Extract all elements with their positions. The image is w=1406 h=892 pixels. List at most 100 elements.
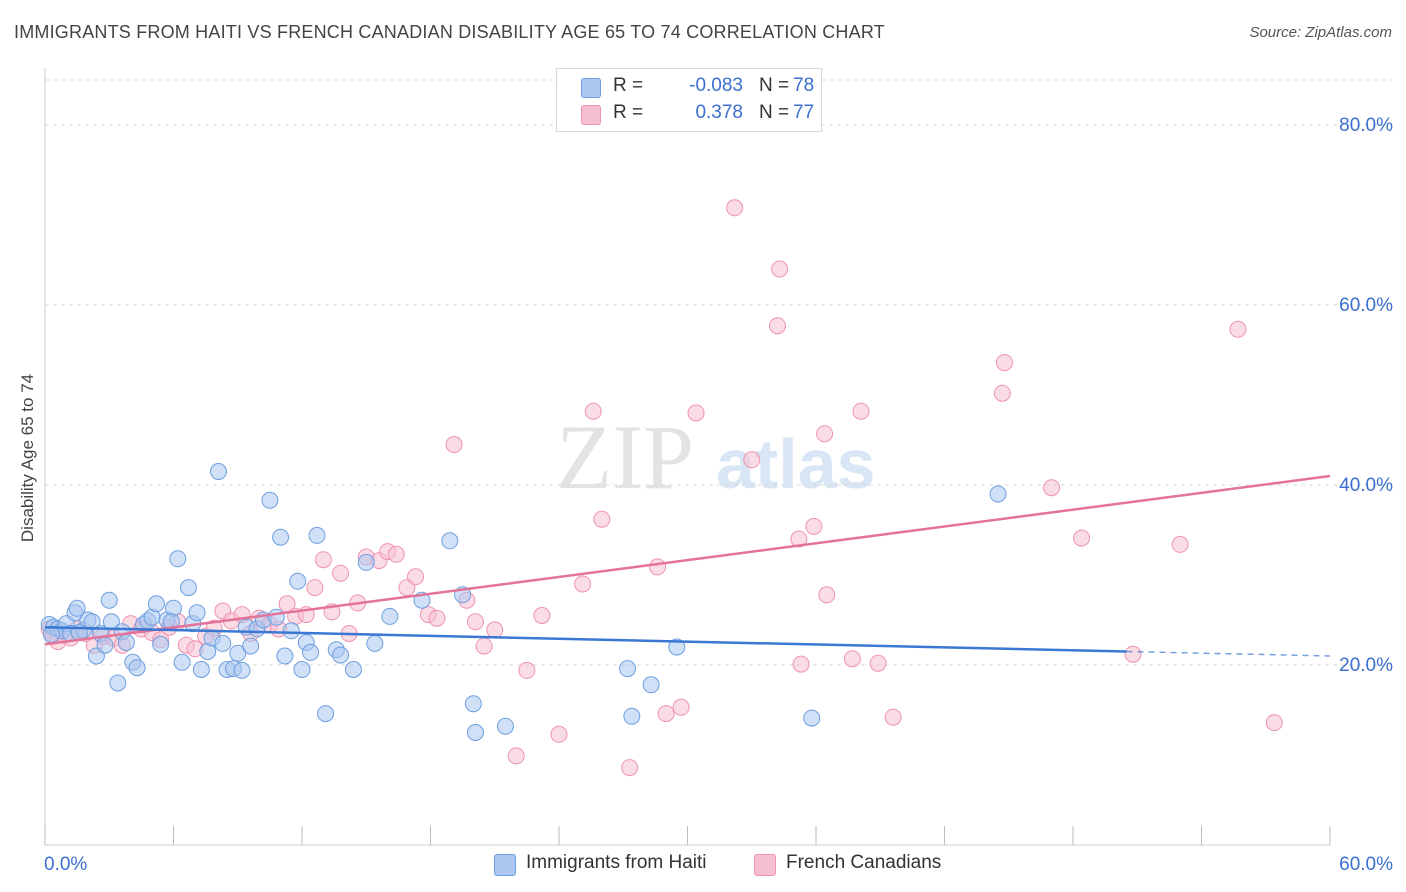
french-point xyxy=(332,564,350,582)
haiti-point xyxy=(289,572,307,590)
french-point xyxy=(743,451,761,469)
french-point xyxy=(995,354,1013,372)
french-point xyxy=(314,551,332,569)
french-point xyxy=(843,650,861,668)
haiti-trend-line xyxy=(44,625,1127,653)
haiti-point xyxy=(496,717,514,735)
haiti-point xyxy=(209,463,227,480)
haiti-point xyxy=(242,637,260,655)
haiti-point xyxy=(282,622,300,640)
french-point xyxy=(657,705,675,723)
french-point xyxy=(574,575,592,593)
r-label: R = xyxy=(613,102,644,123)
french-point xyxy=(621,759,639,777)
french-point xyxy=(507,747,525,765)
french-point xyxy=(771,260,789,278)
haiti-point xyxy=(192,661,210,678)
r-label: R = xyxy=(613,75,644,96)
y-tick-label: 80.0% xyxy=(1339,115,1393,136)
haiti-trend-extension xyxy=(1126,650,1331,657)
haiti-point xyxy=(109,674,127,692)
french-point xyxy=(852,402,870,420)
haiti-point xyxy=(989,485,1007,503)
y-tick-label: 20.0% xyxy=(1339,655,1393,676)
haiti-point xyxy=(466,724,484,741)
haiti-point xyxy=(42,625,60,643)
french-point xyxy=(792,655,810,673)
french-swatch xyxy=(754,854,776,876)
french-point xyxy=(445,436,463,453)
french-point xyxy=(805,517,823,535)
haiti-point xyxy=(68,599,86,617)
haiti-swatch xyxy=(581,78,601,98)
haiti-point xyxy=(308,526,326,544)
grid-lines xyxy=(45,79,1392,666)
french-point xyxy=(1171,535,1189,553)
source-credit: Source: ZipAtlas.com xyxy=(1249,24,1392,41)
haiti-point xyxy=(179,579,197,597)
haiti-point xyxy=(169,550,187,568)
haiti-point xyxy=(381,607,399,625)
french-r-value: 0.378 xyxy=(695,102,743,123)
french-point xyxy=(518,661,536,679)
french-point xyxy=(993,384,1011,402)
french-point xyxy=(884,708,902,726)
french-point xyxy=(726,199,744,217)
correlation-legend: R = -0.083 N = 78 R = 0.378 N = 77 xyxy=(556,68,822,132)
french-point xyxy=(818,586,836,604)
french-n-value: 77 xyxy=(793,102,815,123)
haiti-r-value: -0.083 xyxy=(689,75,743,96)
french-point xyxy=(306,579,324,597)
n-label: N = xyxy=(759,102,790,123)
x-tick-label-max: 60.0% xyxy=(1339,854,1393,875)
haiti-point xyxy=(267,608,285,626)
haiti-point xyxy=(100,591,118,609)
haiti-point xyxy=(344,661,362,678)
french-point xyxy=(466,613,484,631)
haiti-point xyxy=(229,644,247,662)
watermark-atlas: atlas xyxy=(716,425,876,503)
haiti-point xyxy=(332,646,350,664)
haiti-point xyxy=(642,676,660,694)
haiti-point xyxy=(117,634,135,651)
axes xyxy=(44,68,1331,846)
y-tick-label: 60.0% xyxy=(1339,295,1393,316)
french-point xyxy=(550,725,568,743)
haiti-point xyxy=(623,707,641,725)
y-tick-label: 40.0% xyxy=(1339,475,1393,496)
haiti-point xyxy=(668,638,686,656)
zipatlas-watermark: ZIP atlas xyxy=(556,406,876,508)
french-point xyxy=(486,621,504,639)
french-point xyxy=(1043,479,1061,497)
french-point xyxy=(593,510,611,528)
french-swatch xyxy=(581,105,601,125)
french-point xyxy=(475,637,493,655)
y-axis-title: Disability Age 65 to 74 xyxy=(18,374,37,542)
french-point xyxy=(1265,714,1283,732)
haiti-point xyxy=(803,709,821,727)
haiti-series-label: Immigrants from Haiti xyxy=(526,852,707,873)
haiti-point xyxy=(147,595,165,613)
haiti-point xyxy=(214,634,232,652)
haiti-point xyxy=(276,647,294,665)
french-point xyxy=(1229,320,1247,338)
haiti-point xyxy=(293,661,311,678)
haiti-point xyxy=(233,661,251,679)
axis-labels: 20.0% 40.0% 60.0% 80.0% 0.0% 60.0% Disability … xyxy=(18,115,1393,875)
haiti-point xyxy=(83,613,101,631)
trend-lines xyxy=(44,474,1331,657)
french-point xyxy=(869,654,887,672)
haiti-n-value: 78 xyxy=(793,75,815,96)
haiti-point xyxy=(128,659,146,677)
french-point xyxy=(407,568,425,586)
haiti-point xyxy=(366,634,384,652)
haiti-swatch xyxy=(494,854,516,876)
french-series-label: French Canadians xyxy=(786,852,942,873)
haiti-point xyxy=(152,635,170,653)
french-point xyxy=(790,530,808,548)
french-trend-line xyxy=(44,474,1331,646)
n-label: N = xyxy=(759,75,790,96)
chart-title: IMMIGRANTS FROM HAITI VS FRENCH CANADIAN… xyxy=(14,22,885,42)
french-point xyxy=(672,698,690,716)
